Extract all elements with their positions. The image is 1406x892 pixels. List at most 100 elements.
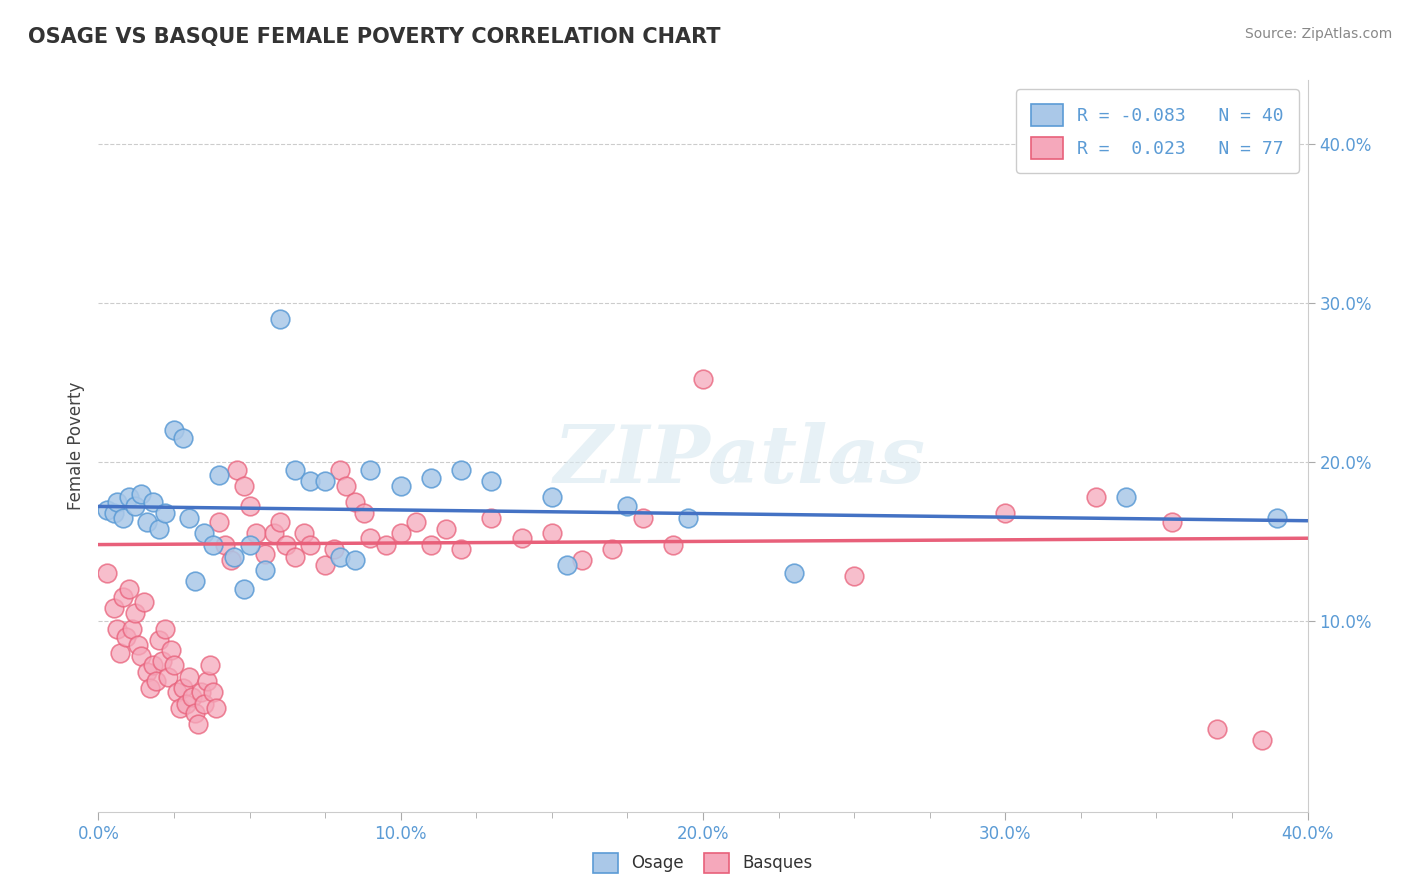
Point: [153, 622, 176, 636]
Point: [121, 622, 143, 636]
Point: [661, 538, 683, 552]
Point: [142, 494, 165, 508]
Point: [187, 717, 209, 731]
Point: [1251, 733, 1274, 747]
Point: [571, 553, 593, 567]
Point: [163, 423, 186, 437]
Point: [202, 538, 225, 552]
Point: [420, 471, 443, 485]
Point: [353, 506, 375, 520]
Point: [208, 516, 231, 530]
Point: [129, 648, 152, 663]
Point: [193, 526, 215, 541]
Point: [1206, 722, 1229, 736]
Point: [232, 479, 254, 493]
Point: [135, 516, 157, 530]
Point: [360, 531, 382, 545]
Point: [420, 538, 443, 552]
Point: [139, 681, 162, 695]
Point: [200, 658, 222, 673]
Point: [105, 494, 128, 508]
Point: [193, 697, 215, 711]
Point: [160, 642, 183, 657]
Point: [1267, 510, 1289, 524]
Point: [389, 526, 412, 541]
Point: [481, 510, 503, 524]
Point: [245, 526, 267, 541]
Point: [108, 646, 131, 660]
Point: [323, 542, 346, 557]
Point: [172, 431, 194, 445]
Point: [344, 494, 367, 508]
Point: [360, 463, 382, 477]
Text: Source: ZipAtlas.com: Source: ZipAtlas.com: [1244, 27, 1392, 41]
Legend: Osage, Basques: Osage, Basques: [586, 847, 820, 880]
Point: [156, 669, 179, 683]
Point: [631, 510, 654, 524]
Point: [129, 486, 152, 500]
Point: [269, 311, 291, 326]
Point: [329, 463, 352, 477]
Point: [181, 690, 204, 705]
Point: [132, 595, 155, 609]
Point: [174, 697, 197, 711]
Point: [510, 531, 533, 545]
Point: [124, 500, 146, 514]
Point: [118, 582, 141, 596]
Legend: R = -0.083   N = 40, R =  0.023   N = 77: R = -0.083 N = 40, R = 0.023 N = 77: [1017, 89, 1299, 173]
Point: [329, 550, 352, 565]
Point: [389, 479, 412, 493]
Point: [263, 526, 285, 541]
Point: [184, 706, 207, 720]
Point: [179, 669, 201, 683]
Point: [232, 582, 254, 596]
Point: [148, 632, 170, 647]
Point: [96, 566, 118, 581]
Point: [103, 506, 125, 520]
Point: [239, 538, 262, 552]
Point: [190, 685, 212, 699]
Point: [163, 658, 186, 673]
Point: [103, 601, 125, 615]
Point: [253, 547, 276, 561]
Point: [105, 622, 128, 636]
Y-axis label: Female Poverty: Female Poverty: [66, 382, 84, 510]
Point: [994, 506, 1017, 520]
Text: OSAGE VS BASQUE FEMALE POVERTY CORRELATION CHART: OSAGE VS BASQUE FEMALE POVERTY CORRELATI…: [28, 27, 721, 46]
Point: [284, 550, 307, 565]
Point: [111, 590, 134, 604]
Point: [374, 538, 396, 552]
Point: [269, 516, 291, 530]
Point: [783, 566, 806, 581]
Point: [405, 516, 427, 530]
Point: [844, 569, 866, 583]
Point: [1115, 490, 1137, 504]
Point: [450, 542, 472, 557]
Point: [153, 506, 176, 520]
Point: [616, 500, 638, 514]
Point: [96, 502, 118, 516]
Point: [202, 685, 225, 699]
Point: [124, 606, 146, 620]
Point: [292, 526, 315, 541]
Text: ZIPatlas: ZIPatlas: [553, 422, 925, 500]
Point: [114, 630, 136, 644]
Point: [224, 550, 246, 565]
Point: [127, 638, 149, 652]
Point: [540, 526, 562, 541]
Point: [172, 681, 194, 695]
Point: [148, 522, 170, 536]
Point: [169, 701, 191, 715]
Point: [314, 558, 336, 573]
Point: [221, 553, 243, 567]
Point: [692, 372, 714, 386]
Point: [145, 674, 167, 689]
Point: [335, 479, 357, 493]
Point: [135, 665, 157, 679]
Point: [239, 500, 262, 514]
Point: [226, 463, 249, 477]
Point: [274, 538, 297, 552]
Point: [142, 658, 165, 673]
Point: [179, 510, 201, 524]
Point: [555, 558, 578, 573]
